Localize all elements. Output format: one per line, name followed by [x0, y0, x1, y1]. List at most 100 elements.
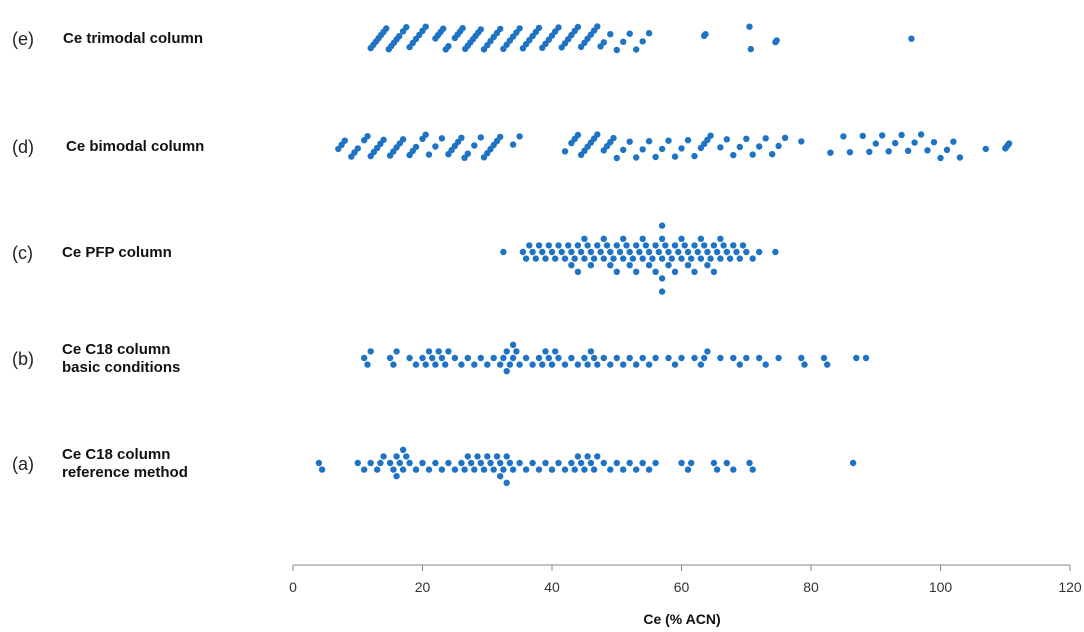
data-point — [461, 466, 468, 473]
data-point — [445, 348, 452, 355]
data-point — [565, 242, 572, 249]
series-points — [361, 341, 870, 375]
data-point — [438, 466, 446, 473]
data-point — [535, 354, 543, 362]
data-point — [639, 146, 646, 153]
data-point — [633, 46, 640, 53]
data-point — [480, 466, 488, 473]
data-point — [364, 361, 371, 368]
data-point — [626, 262, 633, 269]
data-point — [587, 262, 595, 269]
data-point — [652, 153, 659, 161]
data-point — [879, 132, 886, 139]
data-point — [561, 361, 569, 368]
data-point — [440, 25, 447, 32]
data-point — [658, 222, 666, 229]
data-point — [645, 30, 653, 37]
data-point — [590, 354, 598, 362]
data-point — [665, 137, 672, 144]
data-point — [652, 268, 659, 275]
data-point — [561, 255, 569, 262]
data-point — [607, 262, 614, 269]
data-point — [503, 453, 510, 460]
data-point — [581, 255, 588, 262]
data-point — [726, 255, 734, 262]
data-point — [374, 466, 381, 473]
data-point — [607, 466, 614, 473]
data-point — [406, 459, 413, 467]
data-point — [555, 459, 562, 467]
data-point — [688, 255, 695, 262]
data-point — [341, 137, 348, 144]
data-point — [610, 255, 617, 262]
x-tick-label: 60 — [674, 579, 690, 595]
data-point — [1005, 140, 1013, 147]
data-point — [626, 30, 633, 37]
data-point — [406, 354, 413, 362]
data-point — [633, 268, 640, 275]
data-point — [390, 466, 397, 473]
data-point — [665, 248, 672, 256]
data-point — [665, 262, 672, 269]
data-point — [506, 459, 514, 467]
data-point — [539, 248, 546, 256]
data-point — [645, 466, 653, 473]
data-point — [756, 354, 763, 362]
data-point — [613, 242, 620, 249]
data-point — [516, 361, 523, 368]
data-point — [840, 133, 847, 140]
data-point — [438, 135, 446, 142]
data-point — [655, 248, 662, 256]
data-point — [519, 248, 527, 256]
data-point — [623, 242, 630, 249]
data-point — [377, 459, 384, 467]
data-point — [574, 268, 582, 275]
data-point — [678, 145, 685, 152]
data-point — [451, 354, 459, 362]
data-point — [500, 466, 507, 473]
data-point — [574, 131, 582, 139]
data-point — [458, 361, 465, 368]
data-point — [691, 354, 698, 362]
data-point — [749, 466, 756, 473]
data-point — [710, 242, 718, 249]
data-point — [620, 255, 627, 262]
data-point — [943, 146, 951, 153]
data-point — [675, 248, 682, 256]
data-point — [652, 354, 659, 362]
data-point — [665, 354, 672, 362]
data-point — [386, 354, 394, 362]
data-point — [558, 248, 565, 256]
data-point — [459, 25, 466, 32]
x-tick-label: 0 — [289, 579, 297, 595]
data-point — [658, 235, 666, 242]
data-point — [717, 144, 724, 151]
data-point — [600, 255, 607, 262]
data-point — [937, 154, 944, 162]
data-point — [613, 268, 620, 275]
data-point — [539, 361, 546, 368]
data-point — [422, 131, 429, 138]
data-point — [412, 143, 420, 151]
data-point — [568, 262, 575, 269]
x-tick-label: 120 — [1058, 579, 1082, 595]
data-point — [425, 348, 433, 355]
data-point — [587, 348, 595, 355]
data-point — [594, 131, 601, 138]
data-point — [477, 459, 484, 467]
data-point — [613, 459, 620, 467]
data-point — [639, 235, 646, 242]
data-point — [403, 24, 410, 31]
data-point — [477, 26, 484, 33]
data-point — [509, 341, 517, 348]
data-point — [464, 354, 471, 362]
data-point — [639, 255, 646, 262]
data-point — [516, 25, 523, 32]
data-point — [561, 466, 569, 473]
data-point — [704, 348, 711, 355]
data-point — [620, 361, 627, 368]
data-point — [736, 143, 743, 151]
data-point — [396, 33, 403, 40]
data-point — [746, 459, 753, 467]
data-point — [432, 361, 439, 368]
